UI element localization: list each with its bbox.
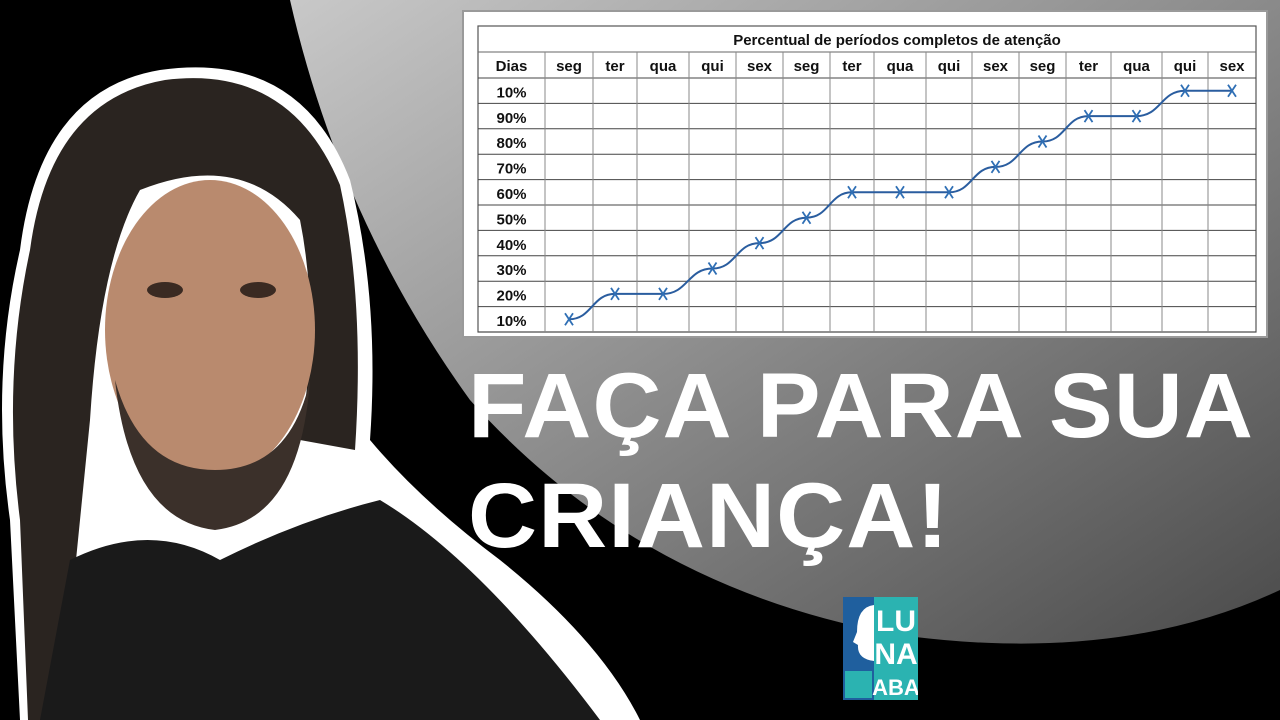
data-point-marker: [564, 312, 574, 326]
x-tick-label: sex: [747, 58, 773, 75]
data-point-marker: [610, 287, 620, 301]
data-point-marker: [895, 185, 905, 199]
data-point-marker: [1083, 109, 1094, 123]
data-point-marker: [754, 236, 765, 250]
x-tick-label: seg: [1030, 58, 1056, 75]
y-tick-label: 80%: [496, 135, 526, 152]
data-point-marker: [1180, 84, 1190, 98]
data-point-marker: [801, 211, 812, 225]
logo-text-lu: LU: [876, 605, 916, 638]
chart-svg: Percentual de períodos completos de aten…: [477, 25, 1257, 333]
head-silhouette-icon: [853, 605, 874, 661]
data-point-marker: [707, 262, 718, 275]
data-point-marker: [990, 160, 1001, 174]
y-tick-label: 10%: [496, 313, 526, 330]
x-tick-label: ter: [1079, 58, 1098, 75]
x-tick-label: qui: [938, 58, 961, 75]
x-tick-label: seg: [794, 58, 820, 75]
logo-text-na: NA: [874, 638, 917, 671]
x-tick-label: sex: [1219, 58, 1245, 75]
presenter-photo: [2, 67, 640, 720]
y-tick-label: 10%: [496, 84, 526, 101]
x-tick-label: sex: [983, 58, 1009, 75]
attention-chart-table: Percentual de períodos completos de aten…: [462, 10, 1268, 338]
x-tick-label: ter: [605, 58, 624, 75]
x-tick-label: qua: [887, 58, 914, 75]
data-point-marker: [1037, 135, 1048, 148]
puzzle-icon: [845, 671, 872, 698]
row-header-label: Dias: [496, 58, 528, 75]
data-point-marker: [944, 185, 954, 199]
y-tick-label: 70%: [496, 161, 526, 178]
x-tick-label: qui: [1174, 58, 1197, 75]
data-point-marker: [658, 287, 668, 301]
x-tick-label: seg: [556, 58, 582, 75]
x-tick-label: qui: [701, 58, 724, 75]
y-tick-label: 90%: [496, 110, 526, 127]
x-tick-label: qua: [1123, 58, 1150, 75]
hair: [12, 78, 358, 720]
beard: [115, 380, 310, 530]
face: [105, 180, 315, 480]
y-tick-label: 60%: [496, 186, 526, 203]
x-tick-label: qua: [650, 58, 677, 75]
shirt: [40, 500, 600, 720]
luna-aba-logo: LU NA ABA: [843, 597, 918, 700]
logo-text-aba: ABA: [872, 675, 918, 700]
y-tick-label: 20%: [496, 288, 526, 305]
x-tick-label: ter: [842, 58, 861, 75]
y-tick-label: 30%: [496, 262, 526, 279]
y-tick-label: 40%: [496, 237, 526, 254]
y-tick-label: 50%: [496, 211, 526, 228]
chart-title: Percentual de períodos completos de aten…: [733, 32, 1061, 49]
data-point-marker: [1131, 109, 1142, 123]
data-point-marker: [847, 185, 857, 199]
headline-line-1: FAÇA PARA SUA: [468, 355, 1255, 457]
headline-line-2: CRIANÇA!: [468, 465, 950, 567]
data-point-marker: [1227, 84, 1237, 98]
